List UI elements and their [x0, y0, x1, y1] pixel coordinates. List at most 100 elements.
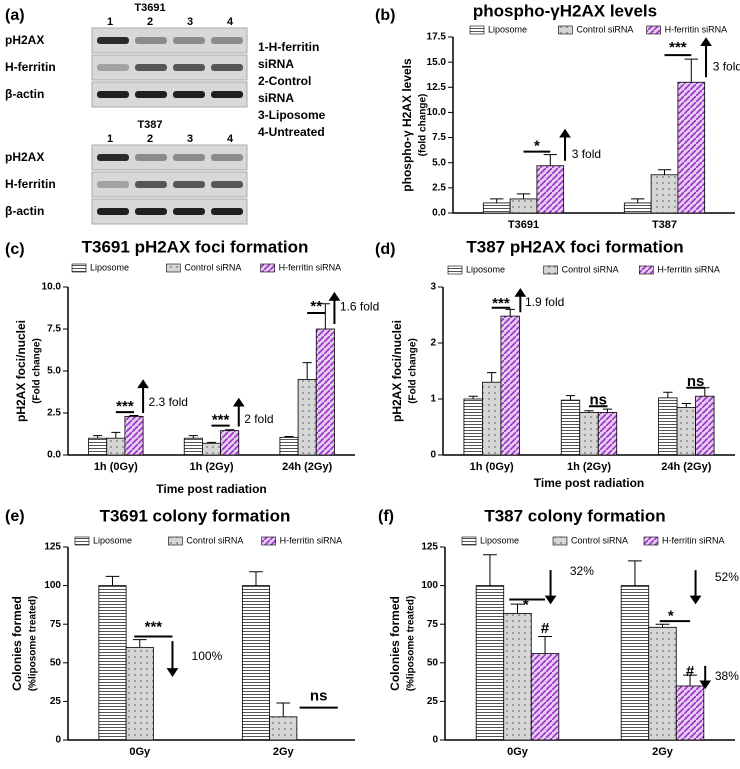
- chart-title: T387 colony formation: [484, 506, 665, 525]
- legend-label: Liposome: [466, 264, 505, 274]
- y-axis-label: (%liposome treated): [28, 596, 39, 692]
- annotation: 52%: [715, 570, 739, 584]
- bar: [676, 406, 696, 456]
- legend-label: Control siRNA: [186, 535, 243, 545]
- error-bar: [132, 639, 147, 648]
- bar: [482, 381, 502, 456]
- y-axis-label: (Fold change): [408, 338, 419, 404]
- y-axis-label: Colonies formed: [388, 596, 402, 691]
- blot-band: [211, 208, 243, 215]
- blot-band: [173, 154, 205, 161]
- y-axis-label: (Fold change): [32, 338, 43, 404]
- legend-swatch: [461, 536, 477, 546]
- blot-band: [97, 154, 129, 161]
- x-tick-label: 24h (2Gy): [282, 461, 332, 473]
- annotation: 1.9 fold: [525, 295, 564, 309]
- bar: [124, 415, 144, 456]
- bar: [623, 202, 652, 214]
- bar: [475, 585, 505, 741]
- bar: [297, 378, 317, 456]
- y-axis-label: Colonies formed: [10, 596, 24, 691]
- blot-band: [173, 64, 205, 71]
- y-tick-label: 25: [50, 696, 62, 707]
- error-bar: [111, 431, 121, 439]
- bar: [463, 398, 483, 456]
- x-tick-label: 2Gy: [652, 746, 674, 758]
- arrow: [514, 287, 527, 313]
- x-axis-label: Time post radiation: [156, 482, 266, 496]
- lane-label: 1: [107, 133, 113, 145]
- blot-band: [173, 181, 205, 188]
- error-bar: [225, 429, 235, 431]
- annotation: 32%: [570, 564, 594, 578]
- legend-swatch: [168, 536, 183, 546]
- error-bar: [483, 554, 497, 586]
- y-tick-label: 125: [421, 542, 438, 553]
- annotation: 3 fold: [572, 147, 601, 161]
- blot-band: [211, 64, 243, 71]
- legend-label: Control siRNA: [571, 535, 628, 545]
- bar: [106, 437, 126, 456]
- blot-legend: 4-Untreated: [258, 125, 325, 139]
- lane-label: 4: [227, 133, 234, 145]
- bar: [648, 626, 677, 741]
- arrow: [328, 291, 341, 324]
- arrow: [166, 641, 179, 677]
- y-tick-label: 0: [430, 450, 436, 461]
- error-bar: [188, 435, 198, 439]
- annotation: **: [310, 298, 322, 315]
- panel-label: (b): [375, 7, 395, 24]
- panel-label: (d): [375, 241, 395, 258]
- blot-band: [97, 208, 129, 215]
- legend-swatch: [71, 263, 87, 273]
- legend-swatch: [469, 25, 485, 35]
- legend-swatch: [543, 265, 558, 275]
- error-bar: [468, 395, 478, 399]
- error-bar: [302, 362, 312, 380]
- bar: [650, 174, 679, 214]
- error-bar: [93, 435, 103, 439]
- error-bar: [320, 303, 330, 329]
- arrow: [689, 570, 702, 605]
- blot-band: [173, 37, 205, 44]
- blot-band: [135, 37, 167, 44]
- annotation: #: [686, 663, 695, 680]
- chart-title: phospho-γH2AX levels: [473, 1, 657, 20]
- arrow: [700, 37, 712, 78]
- blot-row-label: H-ferritin: [5, 60, 56, 74]
- blot-band: [173, 91, 205, 98]
- y-tick-label: 0.0: [47, 450, 61, 461]
- annotation: 2 fold: [244, 412, 273, 426]
- chart-title: T3691 colony formation: [100, 506, 291, 525]
- x-tick-label: 1h (0Gy): [94, 461, 138, 473]
- panel-label: (e): [5, 508, 25, 525]
- annotation: #: [541, 620, 550, 637]
- legend-label: H-ferritin siRNA: [280, 535, 343, 545]
- y-axis-label: pH2AX foci/nuclei: [390, 320, 404, 422]
- blot-legend: 3-Liposome: [258, 108, 326, 122]
- legend-label: H-ferritin siRNA: [279, 262, 342, 272]
- blot-row-label: H-ferritin: [5, 177, 56, 191]
- blot-row-label: pH2AX: [5, 33, 44, 47]
- annotation: *: [534, 138, 540, 155]
- legend-swatch: [166, 263, 181, 273]
- y-tick-label: 0: [432, 735, 438, 746]
- y-tick-label: 25: [427, 696, 439, 707]
- blot-band: [173, 208, 205, 215]
- panel-label: (f): [378, 508, 394, 525]
- error-bar: [543, 154, 557, 166]
- blot-band: [135, 154, 167, 161]
- x-tick-label: T387: [652, 219, 677, 231]
- y-tick-label: 15.0: [427, 57, 447, 68]
- y-tick-label: 125: [44, 542, 61, 553]
- annotation: ***: [145, 618, 163, 635]
- y-tick-label: 7.5: [47, 324, 61, 335]
- y-axis-label: (fold change): [418, 94, 429, 157]
- blot-band: [135, 208, 167, 215]
- bar: [620, 585, 650, 741]
- lane-label: 2: [147, 133, 153, 145]
- bar: [503, 612, 532, 741]
- lane-label: 3: [187, 16, 193, 28]
- blot-band: [211, 91, 243, 98]
